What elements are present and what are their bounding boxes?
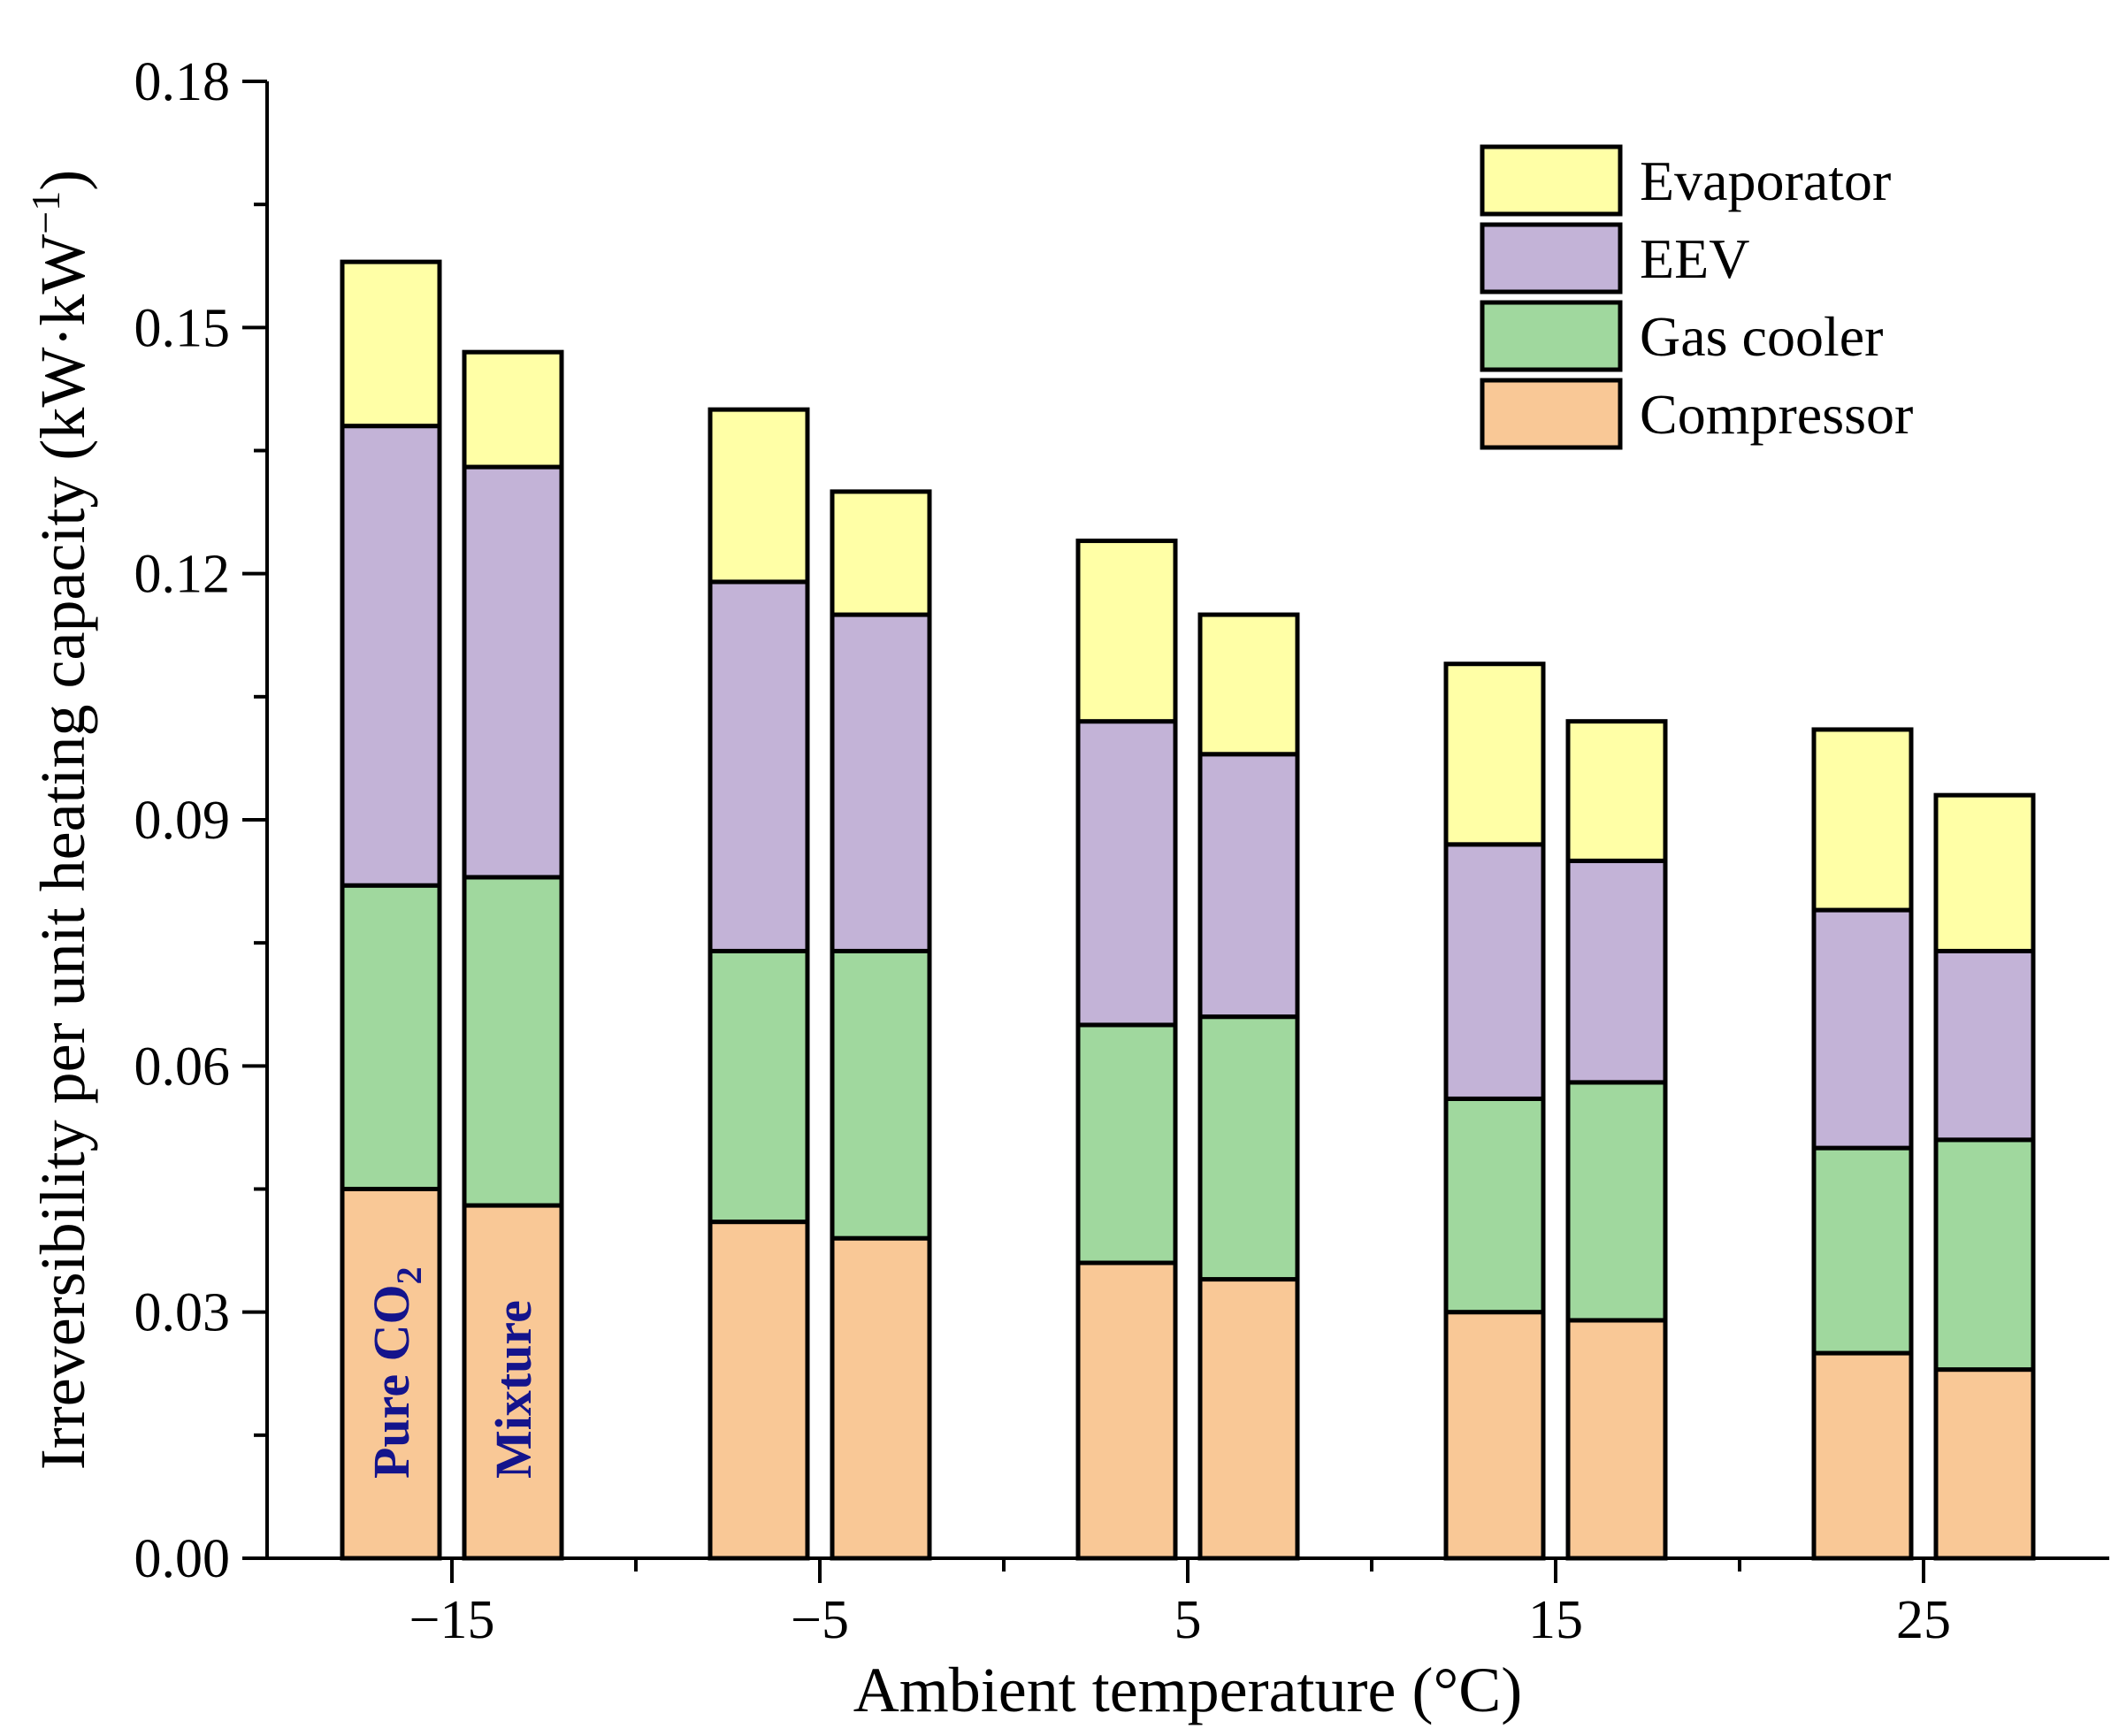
- y-tick-label: 0.09: [134, 791, 231, 851]
- y-axis-title: Irreversibility per unit heating capacit…: [23, 170, 98, 1470]
- y-tick-label: 0.15: [134, 298, 231, 358]
- x-axis-title: Ambient temperature (°C): [853, 1655, 1523, 1725]
- bar-segment-compressor: [1565, 1318, 1668, 1561]
- bar-segment-gas-cooler: [340, 883, 442, 1191]
- bar-segment-evaporator: [1811, 727, 1914, 913]
- bar-segment-gas-cooler: [708, 948, 810, 1225]
- bar-segment-evaporator: [830, 489, 932, 617]
- bar-segment-compressor: [1075, 1260, 1178, 1561]
- bar-annotation-mixture: Mixture: [485, 1300, 542, 1479]
- y-tick-label: 0.06: [134, 1036, 231, 1097]
- bar-segment-evaporator: [1197, 612, 1300, 757]
- y-axis-title-close: ): [27, 170, 98, 191]
- x-tick-label: −5: [791, 1590, 849, 1650]
- bar-segment-gas-cooler: [1075, 1022, 1178, 1266]
- y-tick-label: 0.18: [134, 52, 231, 112]
- bar-segment-evaporator: [708, 407, 810, 585]
- y-tick-label: 0.03: [134, 1283, 231, 1343]
- bar-segment-eev: [340, 424, 442, 888]
- legend-label-evaporator: Evaporator: [1640, 149, 1891, 212]
- bar-segment-gas-cooler: [1443, 1096, 1546, 1315]
- bar-segment-compressor: [830, 1235, 932, 1561]
- bar-segment-compressor: [340, 1187, 442, 1561]
- legend-label-eev: EEV: [1640, 227, 1749, 290]
- legend-swatch-gas-cooler: [1480, 300, 1623, 372]
- bar-annotations: Pure CO2 Mixture: [363, 1266, 542, 1479]
- x-ticks: −15 −5 5 15 25: [409, 1558, 1951, 1650]
- bar-segment-gas-cooler: [462, 875, 564, 1208]
- bar-segment-eev: [1197, 752, 1300, 1020]
- x-tick-label: −15: [409, 1590, 495, 1650]
- bar-segment-eev: [1565, 858, 1668, 1085]
- bar-segment-gas-cooler: [1565, 1080, 1668, 1323]
- annotation-text: Mixture: [485, 1300, 542, 1479]
- y-tick-label: 0.12: [134, 545, 231, 605]
- bar-annotation-pure-co2: Pure CO2: [363, 1266, 429, 1479]
- bar-segment-eev: [1811, 907, 1914, 1151]
- bar-segment-eev: [708, 579, 810, 953]
- bar-segment-gas-cooler: [1933, 1137, 2036, 1373]
- annotation-subscript: 2: [389, 1266, 429, 1284]
- annotation-text: Pure CO: [363, 1284, 420, 1479]
- y-axis-title-superscript: −1: [23, 191, 68, 234]
- x-tick-label: 25: [1896, 1590, 1951, 1650]
- x-tick-label: 15: [1528, 1590, 1583, 1650]
- bar-segment-compressor: [462, 1203, 564, 1561]
- bar-segment-gas-cooler: [1197, 1014, 1300, 1282]
- bar-segment-compressor: [1197, 1277, 1300, 1561]
- bar-segment-compressor: [1933, 1367, 2036, 1561]
- legend: Evaporator EEV Gas cooler Compressor: [1480, 144, 1913, 450]
- bar-segment-compressor: [1443, 1310, 1546, 1561]
- bar-segment-evaporator: [1443, 662, 1546, 847]
- bar-segment-evaporator: [1565, 719, 1668, 863]
- y-ticks: 0.00 0.03 0.06 0.09 0.12 0.15 0.18: [134, 52, 267, 1589]
- bar-segment-evaporator: [462, 349, 564, 470]
- bar-segment-eev: [1933, 948, 2036, 1143]
- legend-swatch-evaporator: [1480, 144, 1623, 217]
- bar-segment-evaporator: [1933, 792, 2036, 953]
- legend-label-compressor: Compressor: [1640, 383, 1913, 446]
- bar-segment-eev: [1075, 719, 1178, 1028]
- bar-segment-evaporator: [340, 259, 442, 429]
- bar-segment-compressor: [1811, 1350, 1914, 1561]
- bar-segment-eev: [462, 464, 564, 880]
- legend-swatch-eev: [1480, 222, 1623, 294]
- y-axis-title-main: Irreversibility per unit heating capacit…: [27, 234, 98, 1470]
- bar-segment-eev: [1443, 842, 1546, 1101]
- bar-segment-gas-cooler: [830, 948, 932, 1241]
- legend-swatch-compressor: [1480, 378, 1623, 450]
- y-tick-label: 0.00: [134, 1529, 231, 1589]
- legend-label-gas-cooler: Gas cooler: [1640, 305, 1883, 368]
- bars-layer: [340, 259, 2036, 1561]
- bar-segment-compressor: [708, 1220, 810, 1561]
- bar-segment-eev: [830, 612, 932, 953]
- bar-segment-gas-cooler: [1811, 1145, 1914, 1356]
- x-tick-label: 5: [1174, 1590, 1202, 1650]
- bar-segment-evaporator: [1075, 539, 1178, 724]
